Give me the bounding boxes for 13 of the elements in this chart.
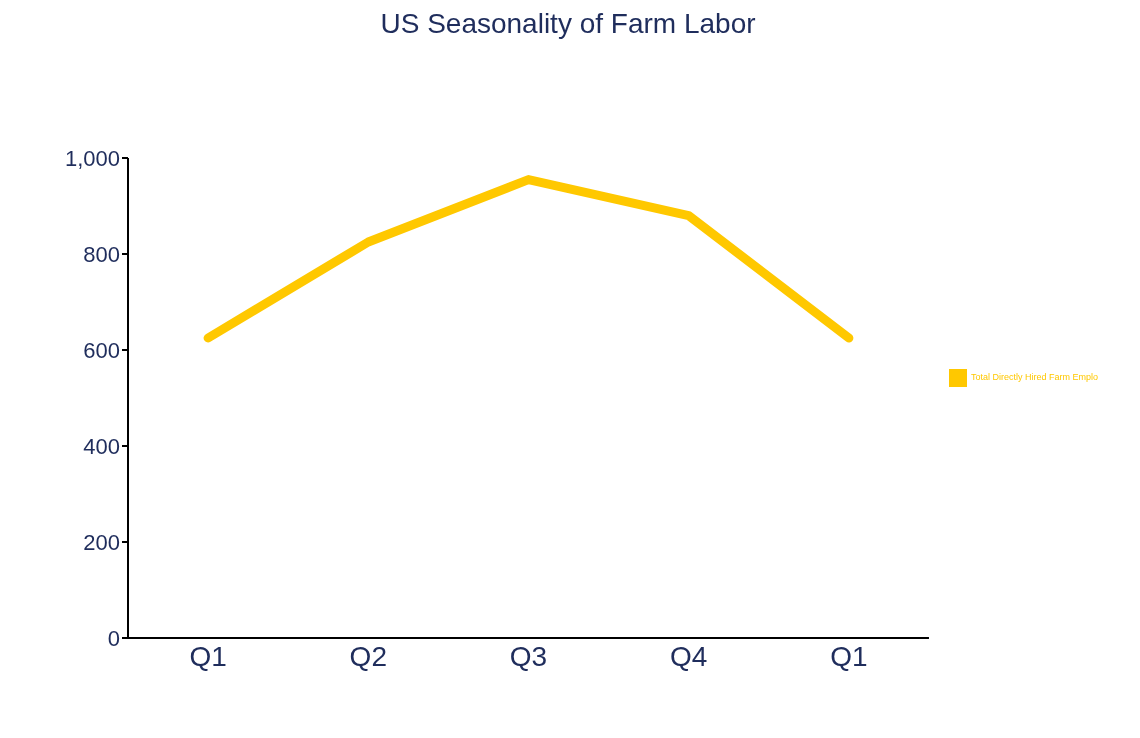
x-tick-label: Q1 xyxy=(830,640,868,672)
y-tick-label: 200 xyxy=(83,529,120,555)
y-tick-label: 1,000 xyxy=(64,145,120,171)
x-tick-label: Q1 xyxy=(189,640,227,672)
y-tick-label: 600 xyxy=(83,337,120,363)
x-tick-label: Q4 xyxy=(670,640,708,672)
y-tick-label: 800 xyxy=(83,241,120,267)
y-tick-label: 400 xyxy=(83,433,120,459)
x-tick-label: Q2 xyxy=(349,640,387,672)
chart-title: US Seasonality of Farm Labor xyxy=(379,8,757,41)
x-tick-label: Q3 xyxy=(509,640,548,672)
legend-label: Total Directly Hired Farm Emplo xyxy=(970,372,1098,383)
y-tick-label: 0 xyxy=(107,625,120,651)
